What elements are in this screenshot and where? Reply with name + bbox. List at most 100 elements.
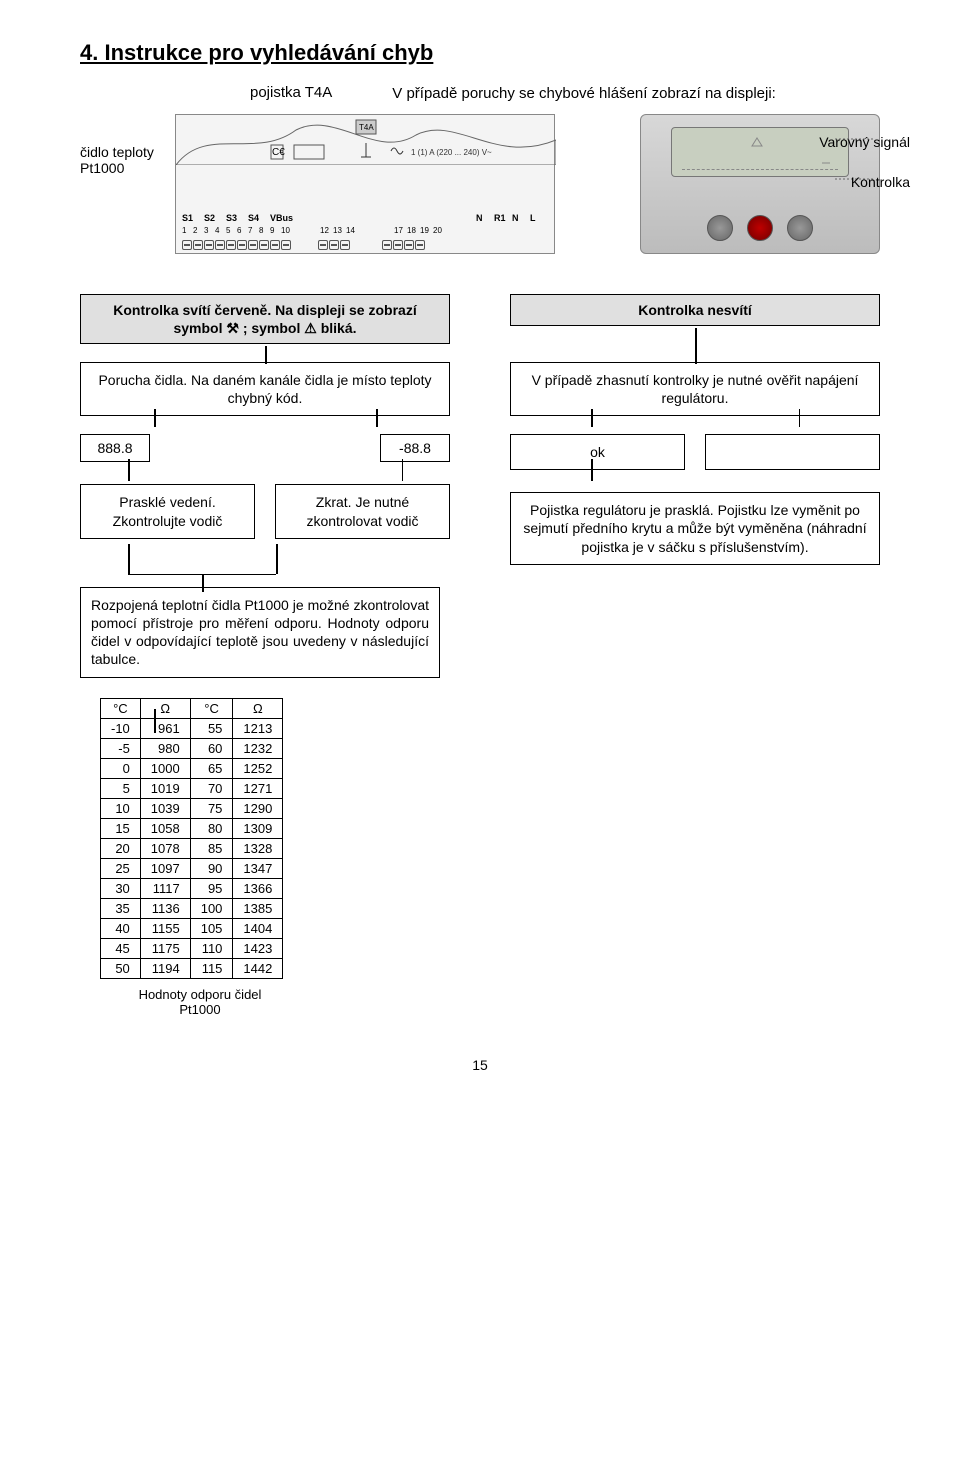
code-888: 888.8 [80,434,150,462]
table-row: 01000651252 [101,758,283,778]
device-btn-center [747,215,773,241]
svg-text:C€: C€ [272,147,285,158]
fuse-label: pojistka T4A [250,84,332,101]
res-td: 5 [101,778,141,798]
res-td: 45 [101,938,141,958]
empty-box [705,434,880,470]
kontrolka-label: Kontrolka [851,174,910,190]
table-row: 201078851328 [101,838,283,858]
res-td: 20 [101,838,141,858]
terminal-outline: T4A C€ 1 (1) A (220 ... 240) V~ [176,115,556,165]
resistance-table: °CΩ°CΩ -10961551213-59806012320100065125… [100,698,283,979]
res-td: 1058 [140,818,190,838]
res-td: 1097 [140,858,190,878]
res-td: 1039 [140,798,190,818]
res-td: 1117 [140,878,190,898]
table-row: 3511361001385 [101,898,283,918]
res-td: 115 [190,958,233,978]
right-check: V případě zhasnutí kontrolky je nutné ov… [510,362,880,416]
ok-box: ok [510,434,685,470]
res-td: 25 [101,858,141,878]
res-td: 1232 [233,738,283,758]
code-neg88: -88.8 [380,434,450,462]
device-btn-left [707,215,733,241]
res-td: 30 [101,878,141,898]
res-td: -5 [101,738,141,758]
res-td: 110 [190,938,233,958]
res-td: 60 [190,738,233,758]
res-td: 15 [101,818,141,838]
res-td: 961 [140,718,190,738]
res-td: 1019 [140,778,190,798]
terminal-diagram: T4A C€ 1 (1) A (220 ... 240) V~ S1S2S3S4… [175,114,555,254]
res-td: 85 [190,838,233,858]
svg-text:T4A: T4A [359,123,374,132]
res-td: 1000 [140,758,190,778]
res-td: 1366 [233,878,283,898]
res-td: 1423 [233,938,283,958]
res-td: -10 [101,718,141,738]
device-btn-right [787,215,813,241]
res-td: 980 [140,738,190,758]
code-row: 888.8 -88.8 [80,434,450,462]
left-fault: Porucha čidla. Na daném kanále čidla je … [80,362,450,416]
res-td: 1136 [140,898,190,918]
table-row: 251097901347 [101,858,283,878]
res-td: 100 [190,898,233,918]
res-td: 1078 [140,838,190,858]
res-th: °C [101,698,141,718]
res-td: 70 [190,778,233,798]
page-number: 15 [80,1057,880,1073]
ok-row: ok [510,434,880,470]
res-td: 10 [101,798,141,818]
res-td: 40 [101,918,141,938]
sensor-label: čidlo teploty Pt1000 [80,144,154,178]
diagram-row: čidlo teploty Pt1000 T4A C€ 1 (1) A (220… [80,114,880,264]
resistance-text: Rozpojená teplotní čidla Pt1000 je možné… [80,587,440,678]
res-td: 95 [190,878,233,898]
res-td: 35 [101,898,141,918]
page-title: 4. Instrukce pro vyhledávání chyb [80,40,880,66]
res-td: 80 [190,818,233,838]
res-th: Ω [233,698,283,718]
resistance-table-wrap: °CΩ°CΩ -10961551213-59806012320100065125… [80,698,450,1017]
res-td: 1155 [140,918,190,938]
flowchart-columns: Kontrolka svítí červeně. Na displeji se … [80,294,880,1017]
intro-row: pojistka T4A V případě poruchy se chybov… [80,84,880,104]
res-th: °C [190,698,233,718]
device-buttons [641,215,879,241]
table-row: -5980601232 [101,738,283,758]
res-th: Ω [140,698,190,718]
right-header: Kontrolka nesvítí [510,294,880,326]
resistance-caption: Hodnoty odporu čidel Pt1000 [100,987,300,1017]
right-column: Kontrolka nesvítí V případě zhasnutí kon… [510,294,880,1017]
res-td: 1404 [233,918,283,938]
table-row: 4511751101423 [101,938,283,958]
left-column: Kontrolka svítí červeně. Na displeji se … [80,294,450,1017]
table-row: 5011941151442 [101,958,283,978]
res-td: 1213 [233,718,283,738]
res-td: 1290 [233,798,283,818]
svg-text:1 (1) A (220 ... 240) V~: 1 (1) A (220 ... 240) V~ [411,148,492,157]
res-td: 90 [190,858,233,878]
sensor-label-1: čidlo teploty [80,144,154,160]
table-row: 101039751290 [101,798,283,818]
right-fuse: Pojistka regulátoru je prasklá. Pojistku… [510,492,880,565]
left-header: Kontrolka svítí červeně. Na displeji se … [80,294,450,344]
res-td: 105 [190,918,233,938]
res-td: 1309 [233,818,283,838]
intro-text: V případě poruchy se chybové hlášení zob… [392,84,776,104]
res-td: 1385 [233,898,283,918]
table-row: 51019701271 [101,778,283,798]
table-row: -10961551213 [101,718,283,738]
table-row: 151058801309 [101,818,283,838]
action-row: Prasklé vedení. Zkontrolujte vodič Zkrat… [80,484,450,538]
sensor-label-2: Pt1000 [80,160,124,176]
table-row: 4011551051404 [101,918,283,938]
res-td: 1442 [233,958,283,978]
action-short: Zkrat. Je nutné zkontrolovat vodič [275,484,450,538]
res-cap-1: Hodnoty odporu čidel [139,987,262,1002]
res-td: 65 [190,758,233,778]
res-td: 1194 [140,958,190,978]
table-row: 301117951366 [101,878,283,898]
